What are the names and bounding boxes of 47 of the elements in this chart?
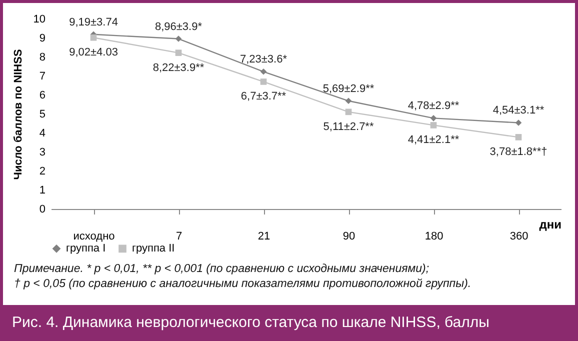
data-label: 4,41±2.1**	[408, 134, 460, 146]
data-label: 3,78±1.8**†	[490, 146, 548, 158]
point	[515, 134, 522, 140]
point	[345, 98, 352, 104]
text: Рис. 4. Динамика неврологического статуса по шкале NIHSS, баллы	[11, 314, 490, 331]
legend-label: группа I	[66, 242, 106, 255]
data-label: 7,23±3.6*	[240, 54, 288, 66]
y-tick-label: 3	[39, 146, 46, 158]
data-label: 9,19±3.74	[69, 16, 118, 28]
text: † p < 0,05 (по сравнению с аналогичными показателями противоположной группы).	[14, 277, 472, 292]
legend-label: группа II	[132, 242, 175, 255]
point	[175, 50, 182, 56]
data-label: 6,7±3.7**	[240, 90, 287, 103]
x-tick-label: 7	[176, 230, 182, 242]
point	[175, 36, 182, 42]
y-tick-label: 7	[39, 70, 46, 82]
point	[260, 78, 267, 85]
x-tick-label: 90	[342, 230, 356, 242]
data-label: 4,54±3.1**	[492, 104, 545, 117]
x-tick-label: 180	[424, 230, 444, 242]
data-label: 9,02±4.03	[69, 46, 118, 59]
point	[430, 115, 437, 122]
data-label: 5,69±2.9**	[322, 82, 375, 95]
data-label: 8,96±3.9*	[154, 20, 203, 33]
y-tick-label: 8	[39, 52, 46, 64]
x-tick-label: 21	[258, 230, 270, 242]
y-tick-label: 0	[39, 204, 46, 216]
x-tick-label: 360	[510, 230, 528, 242]
x-tick-label: исходно	[73, 230, 115, 242]
data-label: 8,22±3.9**	[152, 62, 205, 74]
y-tick-label: 5	[39, 108, 46, 120]
y-tick-label: 6	[39, 90, 46, 102]
y-tick-label: 10	[33, 14, 46, 26]
y-tick-label: 1	[39, 184, 46, 196]
y-axis-title: Число баллов по NIHSS	[12, 49, 24, 180]
y-tick-label: 4	[39, 128, 46, 140]
text: Примечание. * p < 0,01, ** p < 0,001 (по сравнению с исходными значениями);	[14, 262, 430, 277]
point	[90, 34, 97, 41]
point	[345, 108, 352, 116]
point	[430, 122, 437, 128]
x-axis-title: дни	[539, 218, 562, 232]
y-tick-label: 9	[39, 32, 46, 44]
y-tick-label: 2	[39, 166, 46, 178]
point	[515, 120, 522, 126]
point	[260, 68, 267, 75]
data-label: 5,11±2.7**	[323, 120, 374, 133]
data-label: 4,78±2.9**	[408, 100, 460, 112]
